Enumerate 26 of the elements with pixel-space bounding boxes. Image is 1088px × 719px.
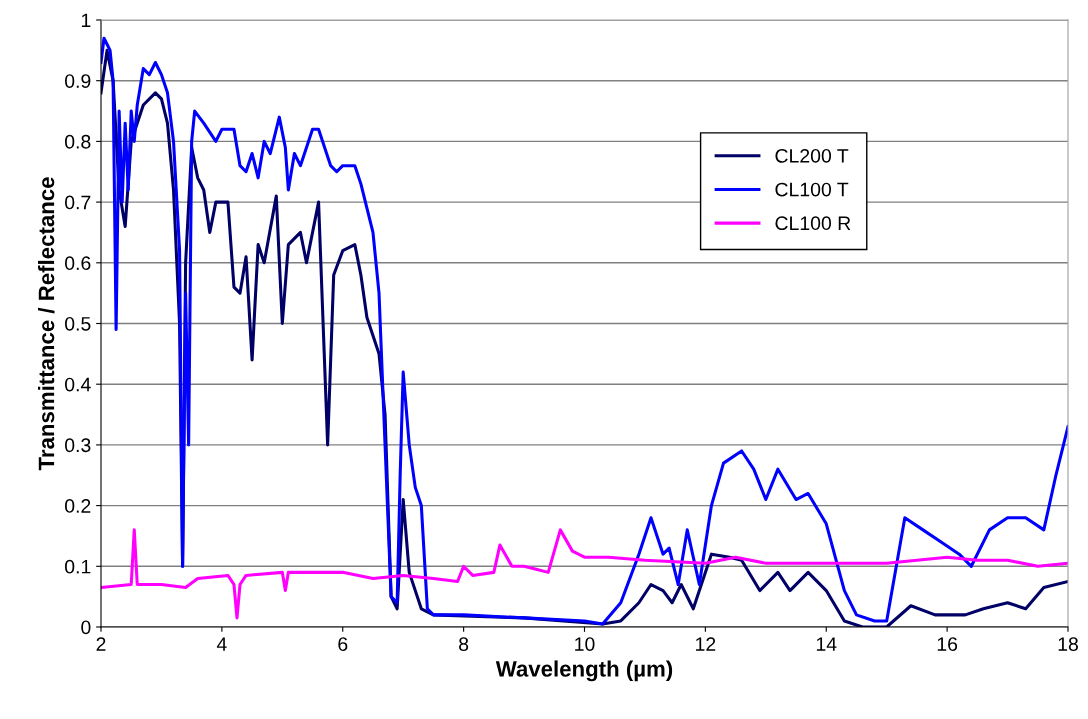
x-tick-label: 18 xyxy=(1058,637,1078,651)
legend-label: CL100 T xyxy=(775,182,849,197)
y-tick-label: 0 xyxy=(81,620,91,635)
y-tick-label: 0.3 xyxy=(65,438,91,453)
x-tick-label: 14 xyxy=(816,637,837,651)
y-axis-title: Transmittance / Reflectance xyxy=(37,177,55,471)
x-tick-label: 2 xyxy=(96,637,106,651)
y-tick-label: 0.5 xyxy=(65,316,91,331)
x-tick-label: 4 xyxy=(216,637,227,651)
x-tick-label: 6 xyxy=(338,637,348,651)
y-tick-label: 0.1 xyxy=(65,559,91,574)
x-tick-label: 10 xyxy=(575,637,595,651)
y-tick-label: 0.8 xyxy=(65,134,91,149)
y-tick-label: 1 xyxy=(81,13,91,28)
y-tick-label: 0.2 xyxy=(65,499,91,513)
legend-label: CL100 R xyxy=(775,216,851,231)
y-tick-label: 0.6 xyxy=(65,256,91,271)
x-tick-label: 16 xyxy=(937,637,958,651)
x-tick-label: 12 xyxy=(696,637,716,651)
y-tick-label: 0.4 xyxy=(65,377,91,392)
x-axis-title: Wavelength (µm) xyxy=(495,660,673,682)
y-tick-label: 0.7 xyxy=(65,195,91,210)
x-tick-label: 8 xyxy=(459,637,469,651)
legend-label: CL200 T xyxy=(775,148,849,163)
line-series xyxy=(101,528,1068,620)
y-tick-label: 0.9 xyxy=(65,74,91,88)
